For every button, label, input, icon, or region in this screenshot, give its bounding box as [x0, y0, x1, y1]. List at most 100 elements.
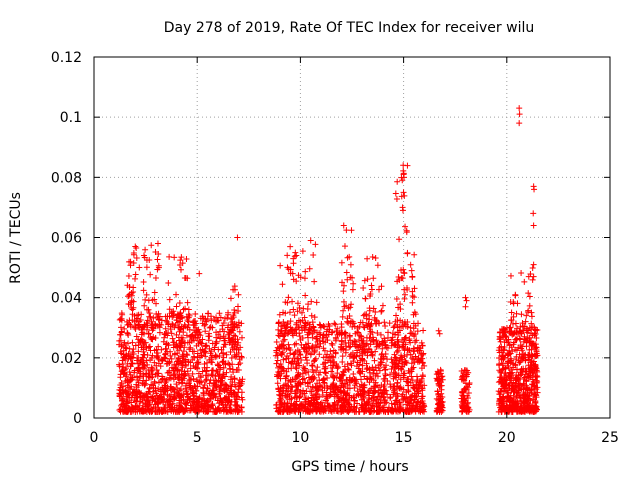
- data-point: [182, 339, 189, 346]
- data-point: [185, 318, 192, 325]
- data-point: [229, 361, 236, 368]
- data-point: [138, 356, 145, 363]
- data-point: [373, 343, 380, 350]
- data-point: [344, 276, 351, 283]
- data-point: [305, 301, 312, 308]
- data-point: [116, 316, 123, 323]
- data-point: [382, 323, 389, 330]
- data-point: [129, 374, 136, 381]
- data-point: [413, 401, 420, 408]
- data-point: [435, 370, 442, 377]
- data-point: [162, 355, 169, 362]
- data-point: [304, 380, 311, 387]
- data-point: [122, 387, 129, 394]
- data-point: [149, 393, 156, 400]
- data-point: [350, 394, 357, 401]
- data-point: [121, 325, 128, 332]
- data-point: [524, 386, 531, 393]
- data-point: [235, 322, 242, 329]
- data-point: [132, 275, 139, 282]
- data-point: [235, 350, 242, 357]
- data-point: [395, 365, 402, 372]
- data-point: [314, 364, 321, 371]
- data-point: [352, 343, 359, 350]
- data-point: [507, 272, 514, 279]
- data-point: [401, 174, 408, 181]
- data-point: [525, 356, 532, 363]
- data-point: [513, 356, 520, 363]
- data-point: [393, 196, 400, 203]
- data-point: [118, 310, 125, 317]
- data-point: [510, 341, 517, 348]
- data-point: [498, 405, 505, 412]
- data-point: [381, 335, 388, 342]
- data-point: [300, 407, 307, 414]
- data-point: [280, 367, 287, 374]
- data-point: [283, 394, 290, 401]
- data-point: [169, 400, 176, 407]
- data-point: [526, 334, 533, 341]
- data-point: [173, 291, 180, 298]
- data-point: [516, 359, 523, 366]
- data-point: [224, 389, 231, 396]
- data-point: [165, 369, 172, 376]
- data-point: [349, 339, 356, 346]
- data-point: [118, 342, 125, 349]
- data-point: [412, 353, 419, 360]
- data-point: [530, 210, 537, 217]
- data-point: [132, 271, 139, 278]
- data-point: [403, 407, 410, 414]
- data-point: [409, 355, 416, 362]
- data-point: [296, 362, 303, 369]
- data-point: [388, 400, 395, 407]
- data-point: [228, 355, 235, 362]
- data-point: [434, 405, 441, 412]
- data-point: [345, 366, 352, 373]
- data-point: [184, 368, 191, 375]
- data-point: [366, 305, 373, 312]
- data-point: [396, 277, 403, 284]
- data-point: [194, 334, 201, 341]
- data-point: [363, 334, 370, 341]
- data-point: [130, 346, 137, 353]
- data-point: [363, 408, 370, 415]
- data-point: [499, 399, 506, 406]
- data-point: [226, 328, 233, 335]
- data-point: [232, 338, 239, 345]
- data-point: [439, 376, 446, 383]
- data-point: [305, 334, 312, 341]
- data-point: [351, 353, 358, 360]
- data-point: [381, 398, 388, 405]
- data-point: [373, 337, 380, 344]
- data-point: [235, 339, 242, 346]
- data-point: [123, 405, 130, 412]
- data-point: [358, 396, 365, 403]
- data-point: [161, 395, 168, 402]
- data-point: [168, 309, 175, 316]
- data-point: [365, 395, 372, 402]
- data-point: [360, 345, 367, 352]
- data-point: [193, 329, 200, 336]
- data-point: [497, 338, 504, 345]
- data-point: [202, 353, 209, 360]
- data-point: [118, 343, 125, 350]
- data-point: [234, 403, 241, 410]
- data-point: [307, 350, 314, 357]
- data-point: [133, 255, 140, 262]
- data-point: [230, 312, 237, 319]
- data-point: [225, 360, 232, 367]
- data-point: [310, 324, 317, 331]
- data-point: [337, 387, 344, 394]
- data-point: [348, 301, 355, 308]
- data-point: [227, 365, 234, 372]
- data-point: [438, 373, 445, 380]
- data-point: [323, 389, 330, 396]
- data-point: [382, 342, 389, 349]
- data-point: [434, 378, 441, 385]
- data-point: [518, 366, 525, 373]
- data-point: [419, 387, 426, 394]
- data-point: [532, 345, 539, 352]
- data-point: [391, 401, 398, 408]
- data-point: [394, 390, 401, 397]
- data-point: [157, 388, 164, 395]
